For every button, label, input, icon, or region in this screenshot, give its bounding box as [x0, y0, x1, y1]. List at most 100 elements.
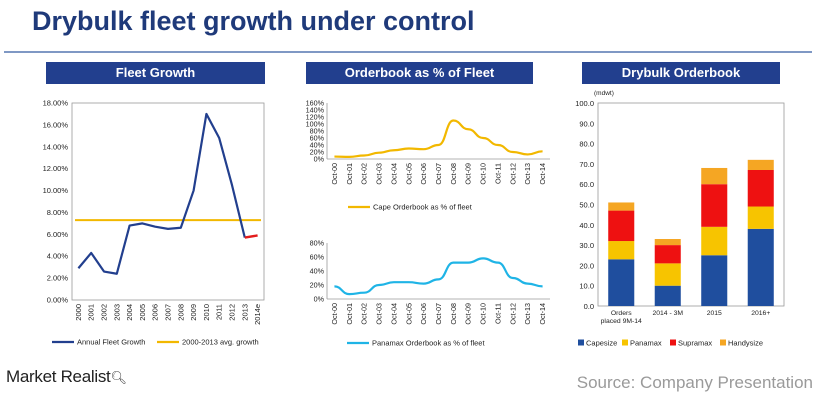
page-title: Drybulk fleet growth under control [32, 6, 475, 36]
orderbook-bar-handysize [608, 202, 635, 211]
cape-x-tick: Oct-00 [330, 163, 339, 185]
orderbook-x-tick: 2014 - 3M [652, 310, 683, 317]
brand-logo: Market Realist🔍︎ [6, 367, 127, 387]
panamax-x-tick: Oct-13 [523, 303, 532, 325]
orderbook-bar-panamax [654, 263, 681, 286]
legend-swatch-capesize [578, 339, 584, 346]
orderbook-y-tick: 10.0 [579, 282, 594, 291]
panamax-x-tick: Oct-00 [330, 303, 339, 325]
orderbook-y-tick: 20.0 [579, 261, 594, 270]
source-note: Source: Company Presentation [576, 373, 813, 392]
fleet-x-tick: 2010 [202, 304, 211, 321]
cape-x-tick: Oct-02 [360, 163, 369, 185]
panamax-y-tick: 40% [310, 267, 325, 276]
orderbook-y-tick: 50.0 [579, 201, 594, 210]
orderbook-bar-supramax [701, 184, 728, 227]
fleet-x-tick: 2005 [138, 304, 147, 321]
legend-swatch-supramax [670, 339, 676, 346]
fleet-x-tick: 2000 [74, 304, 83, 321]
cape-x-tick: Oct-04 [389, 163, 398, 185]
orderbook-bar-panamax [747, 206, 774, 229]
panamax-x-tick: Oct-11 [493, 303, 502, 324]
fleet-plot-frame [71, 102, 265, 301]
cape-x-tick: Oct-06 [419, 163, 428, 185]
cape-x-tick: Oct-07 [434, 163, 443, 185]
orderbook-x-tick: 2016+ [751, 310, 770, 317]
orderbook-bar-capesize [654, 285, 681, 306]
fleet-x-tick: 2007 [164, 304, 173, 321]
fleet-x-tick: 2011 [215, 304, 224, 320]
legend-annual-label: Annual Fleet Growth [77, 338, 145, 347]
orderbook-x-tick: placed 9M-14 [601, 318, 642, 325]
cape-x-tick: Oct-05 [404, 163, 413, 185]
fleet-x-tick: 2002 [100, 304, 109, 321]
orderbook-unit: (mdwt) [594, 90, 614, 97]
legend-avg-label: 2000-2013 avg. growth [182, 338, 259, 347]
orderbook-y-tick: 30.0 [579, 241, 594, 250]
orderbook-y-tick: 60.0 [579, 180, 594, 189]
orderbook-header: Orderbook as % of Fleet [306, 62, 533, 84]
orderbook-x-tick: Orders [611, 310, 632, 317]
orderbook-bar-capesize [701, 255, 728, 306]
drybulk-orderbook-header: Drybulk Orderbook [582, 62, 780, 84]
fleet-x-tick: 2006 [151, 304, 160, 321]
orderbook-y-tick: 40.0 [579, 221, 594, 230]
cape-x-tick: Oct-09 [464, 163, 473, 185]
fleet-y-tick: 14.00% [43, 142, 69, 151]
fleet-y-tick: 10.00% [43, 186, 69, 195]
orderbook-bar-handysize [654, 239, 681, 246]
orderbook-bar-handysize [747, 159, 774, 170]
fleet-x-tick: 2001 [87, 304, 96, 321]
orderbook-bar-handysize [701, 167, 728, 185]
legend-label-handysize: Handysize [728, 339, 763, 348]
legend-swatch-handysize [720, 339, 726, 346]
panamax-x-tick: Oct-10 [479, 303, 488, 325]
legend-label-supramax: Supramax [678, 339, 712, 348]
panamax-x-tick: Oct-03 [375, 303, 384, 325]
cape-x-tick: Oct-13 [523, 163, 532, 185]
cape-y-tick: 140% [306, 106, 325, 115]
panamax-x-tick: Oct-06 [419, 303, 428, 325]
fleet-x-tick: 2008 [176, 304, 185, 321]
cape-y-tick: 60% [310, 134, 325, 143]
forecast-segment [244, 234, 258, 239]
cape-x-tick: Oct-12 [508, 163, 517, 185]
panamax-x-tick: Oct-01 [345, 303, 354, 325]
orderbook-bar-capesize [608, 259, 635, 306]
title-divider [4, 51, 812, 53]
orderbook-y-tick: 80.0 [579, 140, 594, 149]
orderbook-bar-supramax [747, 169, 774, 207]
panamax-x-tick: Oct-12 [508, 303, 517, 325]
annual-growth-line [77, 112, 246, 275]
cape-x-tick: Oct-14 [538, 163, 547, 185]
fleet-y-tick: 18.00% [43, 99, 69, 108]
fleet-growth-header: Fleet Growth [46, 62, 265, 84]
orderbook-y-tick: 100.0 [575, 99, 594, 108]
panamax-y-tick: 60% [310, 253, 325, 262]
panamax-y-tick: 20% [310, 281, 325, 290]
magnifier-icon: 🔍︎ [110, 370, 127, 385]
orderbook-plot-frame [597, 102, 785, 307]
panamax-x-tick: Oct-04 [389, 303, 398, 325]
fleet-y-tick: 0.00% [47, 296, 69, 305]
orderbook-bar-supramax [608, 210, 635, 242]
cape-y-tick: 160% [306, 99, 325, 108]
orderbook-bar-capesize [747, 228, 774, 306]
cape-x-tick: Oct-01 [345, 163, 354, 185]
cape-y-tick: 100% [306, 120, 325, 129]
fleet-x-tick: 2004 [125, 304, 134, 321]
panamax-x-tick: Oct-08 [449, 303, 458, 325]
fleet-y-tick: 2.00% [47, 274, 69, 283]
fleet-x-tick: 2013 [240, 304, 249, 321]
fleet-x-tick: 2003 [112, 304, 121, 321]
cape-y-tick: 40% [310, 141, 325, 150]
orderbook-bar-panamax [608, 241, 635, 260]
cape-series-line [334, 119, 543, 159]
panamax-legend-label: Panamax Orderbook as % of fleet [372, 339, 485, 348]
cape-y-tick: 20% [310, 148, 325, 157]
orderbook-y-tick: 70.0 [579, 160, 594, 169]
cape-x-tick: Oct-03 [375, 163, 384, 185]
cape-y-tick: 0% [314, 155, 325, 164]
fleet-y-tick: 6.00% [47, 230, 69, 239]
